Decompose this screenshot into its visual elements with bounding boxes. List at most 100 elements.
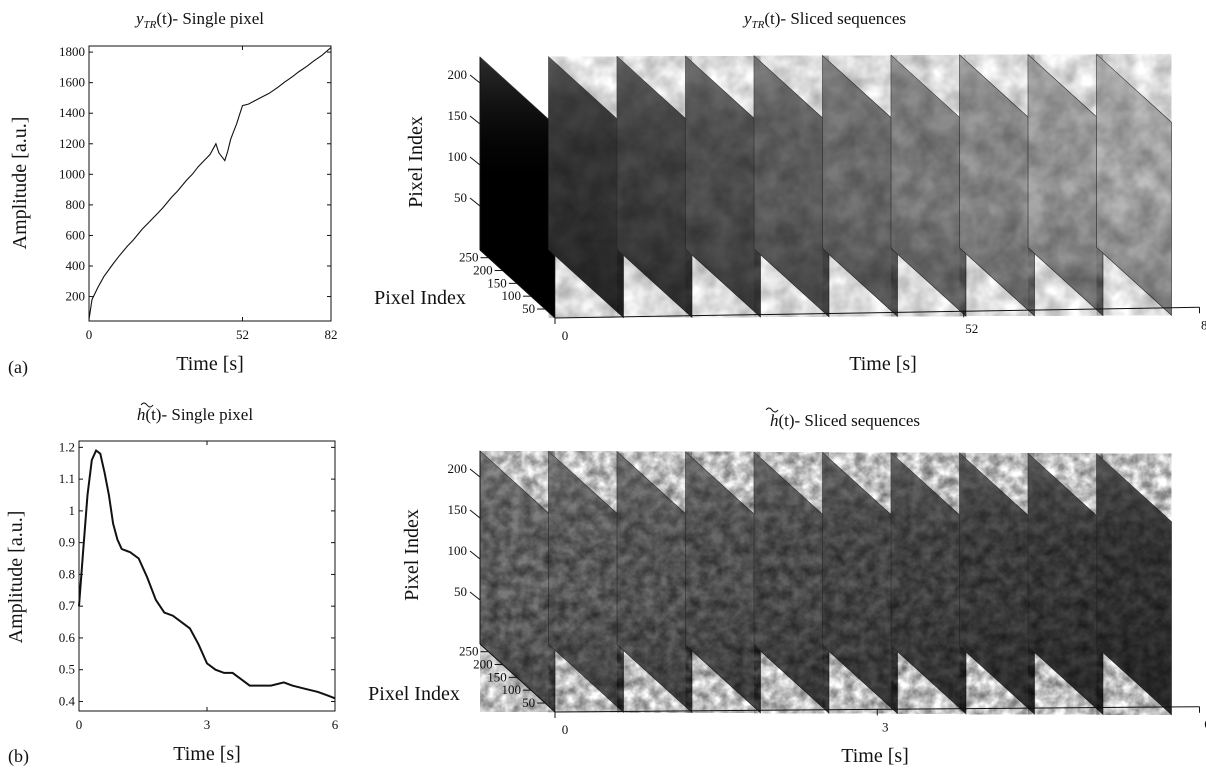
slice-shading [480, 451, 555, 712]
slice-shading [617, 451, 692, 713]
slices-b-xlabel: Time [s] [841, 745, 909, 767]
y-tick-label: 0.5 [59, 662, 75, 677]
slices-a-vertical-label: Pixel Index [405, 116, 427, 208]
time-tick-label: 3 [882, 719, 889, 734]
slices-a-xlabel: Time [s] [849, 353, 917, 375]
slice-shading [891, 452, 966, 714]
vertical-tick-label: 50 [454, 584, 467, 599]
time-tick-label: 52 [965, 321, 978, 336]
vertical-tick-label: 200 [448, 67, 468, 82]
slice-shading [617, 56, 692, 318]
tilde-h: h [137, 405, 146, 424]
depth-tick-label: 150 [487, 669, 507, 684]
time-tick-label: 6 [1204, 717, 1206, 732]
y-tick-label: 1.1 [59, 471, 75, 486]
y-tick-label: 0.6 [59, 630, 76, 645]
vertical-tick-label: 200 [448, 461, 468, 476]
slices-b-depth-label: Pixel Index [368, 683, 460, 705]
y-tick-label: 1600 [59, 75, 85, 90]
tilde-mark [140, 402, 154, 408]
slice-shading [959, 453, 1035, 715]
plot-a-x-ticks: 0 52 82 [86, 46, 338, 342]
slice-shading [685, 56, 761, 318]
time-axis-line [554, 306, 1200, 319]
slice-shading [548, 56, 624, 318]
slice-shading [1096, 453, 1172, 715]
depth-tick-label: 200 [473, 263, 493, 278]
depth-axis-line [479, 643, 556, 713]
slices-b: h(t)- Sliced sequences 20015010050250200… [368, 407, 1206, 767]
depth-axis-line [479, 249, 556, 319]
plot-a-frame [88, 45, 332, 322]
depth-tick-label: 50 [522, 301, 535, 316]
slice-shading [1028, 54, 1103, 316]
y-tick-label: 1.2 [59, 439, 75, 454]
vertical-tick-mark [469, 156, 481, 166]
slices-a-depth-label: Pixel Index [374, 287, 466, 309]
vertical-tick-label: 150 [448, 108, 468, 123]
depth-tick-label: 250 [459, 250, 479, 265]
vertical-tick-mark [469, 509, 481, 519]
y-tick-label: 1000 [59, 166, 85, 181]
plot-b-frame [78, 440, 336, 712]
plot-a-title: yTR(t)- Single pixel [134, 9, 264, 31]
y-tick-label: 1200 [59, 136, 85, 151]
x-tick-label: 82 [325, 327, 338, 342]
depth-tick-label: 50 [522, 695, 535, 710]
y-tick-label: 0.9 [59, 535, 75, 550]
slices-a: yTR(t)- Sliced sequences 200150100502502… [374, 9, 1206, 375]
vertical-tick-mark [469, 74, 481, 84]
tilde-mark [765, 407, 779, 413]
slice-shading [959, 54, 1035, 316]
plot-b-title: h(t)- Single pixel [137, 405, 253, 424]
slices-a-title: yTR(t)- Sliced sequences [742, 9, 906, 31]
plot-a-series-line [88, 47, 332, 320]
depth-tick-label: 100 [501, 288, 521, 303]
y-tick-label: 600 [66, 227, 86, 242]
slice-shading [480, 57, 555, 318]
slice-shading [685, 451, 761, 713]
y-tick-label: 1800 [59, 44, 85, 59]
x-tick-label: 52 [236, 327, 249, 342]
depth-tick-label: 100 [501, 682, 521, 697]
vertical-tick-label: 150 [448, 502, 468, 517]
plot-a-y-ticks: 200 400 600 800 1000 1200 1400 1600 1800 [59, 44, 331, 304]
vertical-tick-mark [469, 591, 481, 601]
slice-shading [1028, 453, 1103, 715]
time-tick-label: 82 [1201, 317, 1206, 332]
slice-shading [548, 451, 624, 713]
panel-b-label: (b) [8, 746, 29, 767]
y-tick-label: 1400 [59, 105, 85, 120]
slice-shading [754, 55, 829, 317]
y-tick-label: 400 [66, 258, 86, 273]
depth-tick-label: 150 [487, 275, 507, 290]
plot-b: h(t)- Single pixel 0.4 0.5 0.6 0.7 0.8 0.9 1 1.… [5, 402, 339, 767]
x-tick-label: 0 [76, 717, 83, 732]
plot-a-xlabel: Time [s] [176, 353, 244, 375]
y-tick-label: 1 [69, 503, 76, 518]
x-tick-label: 3 [204, 717, 211, 732]
plot-a-ylabel: Amplitude [a.u.] [9, 117, 31, 250]
plot-b-series-line [78, 448, 336, 700]
y-tick-label: 200 [66, 289, 86, 304]
slices-b-title: h(t)- Sliced sequences [770, 411, 920, 430]
y-tick-label: 0.4 [59, 693, 76, 708]
vertical-tick-label: 100 [448, 543, 468, 558]
slice-shading [822, 452, 898, 714]
y-tick-label: 0.8 [59, 566, 75, 581]
slices-b-vertical-label: Pixel Index [401, 509, 423, 601]
plot-b-ylabel: Amplitude [a.u.] [5, 511, 27, 644]
x-tick-label: 0 [86, 327, 93, 342]
vertical-tick-mark [469, 468, 481, 478]
vertical-tick-label: 50 [454, 190, 467, 205]
panel-a-label: (a) [8, 357, 28, 378]
plot-b-x-ticks: 0 3 6 [76, 441, 339, 732]
vertical-tick-mark [469, 197, 481, 207]
depth-tick-label: 250 [459, 644, 479, 659]
y-tick-label: 800 [66, 197, 86, 212]
plot-b-y-ticks: 0.4 0.5 0.6 0.7 0.8 0.9 1 1.1 1.2 [59, 439, 335, 708]
vertical-tick-mark [469, 550, 481, 560]
y-tick-label: 0.7 [59, 598, 76, 613]
slice-shading [891, 55, 966, 317]
slice-shading [1096, 54, 1172, 316]
